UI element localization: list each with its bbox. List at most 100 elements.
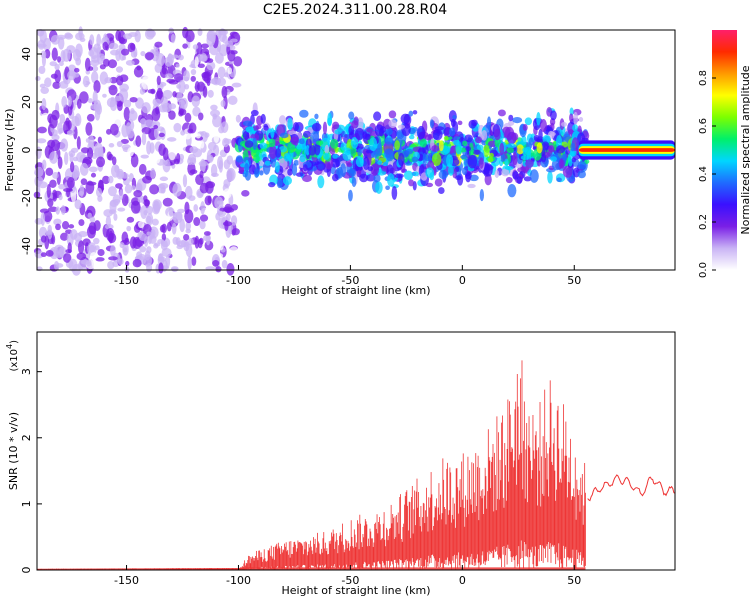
spectrogram-cell <box>44 235 50 250</box>
spectrogram-cell <box>263 125 269 131</box>
spectrogram-cell <box>38 65 46 75</box>
spectrogram-cell <box>507 184 517 198</box>
spectrogram-cell <box>468 119 477 129</box>
snr-y-tick-label: 3 <box>20 368 33 375</box>
spectrogram-cell <box>394 173 404 179</box>
spectrogram-cell <box>100 55 106 62</box>
spectrogram-cell <box>161 102 172 113</box>
spectrogram-cell <box>57 122 63 135</box>
spectrogram-cell <box>199 220 206 230</box>
spectrogram-cell <box>370 163 379 176</box>
spectrogram-cell <box>34 166 44 178</box>
spectrogram-cell <box>455 140 462 155</box>
spectrogram-cell <box>221 259 228 269</box>
spectrogram-cells <box>33 26 675 276</box>
spectrogram-cell <box>102 175 110 185</box>
spectrogram-cell <box>570 150 575 157</box>
spectrogram-cell <box>229 246 239 257</box>
spectrogram-cell <box>62 253 72 263</box>
spectrogram-cell <box>269 145 277 160</box>
spectrogram-cell <box>403 170 414 181</box>
spectrogram-cell <box>462 140 468 147</box>
spectrogram-cell <box>450 118 456 128</box>
spectrogram-cell <box>293 121 299 132</box>
spectrogram-cell <box>68 150 76 158</box>
spectrogram-cell <box>137 196 143 203</box>
spectrogram-cell <box>130 50 138 58</box>
spectrogram-cell <box>106 97 117 108</box>
spectrogram-cell <box>217 210 224 216</box>
spectrogram-cell <box>144 52 154 61</box>
snr-panel: -150 -100 -50 0 50 0 1 2 3 Height of straight l… <box>5 331 676 597</box>
spectrogram-cell <box>555 145 566 154</box>
spectrogram-cell <box>550 156 557 162</box>
spectrogram-cell <box>201 71 210 79</box>
spectrogram-cell <box>151 108 161 122</box>
spectrogram-cell <box>224 40 234 47</box>
spectrogram-cell <box>182 174 188 188</box>
spectrogram-cell <box>174 251 180 261</box>
spectrogram-cell <box>34 217 44 225</box>
spectrogram-cell <box>159 176 169 182</box>
spectrogram-cell <box>133 66 144 78</box>
spectrogram-cell <box>140 50 146 57</box>
spectrogram-x-tick-label: 50 <box>567 274 581 287</box>
spectrogram-cell <box>172 236 179 245</box>
spectrogram-cell <box>540 119 547 133</box>
spectrogram-cell <box>412 110 418 115</box>
spectrogram-cell <box>67 120 72 130</box>
spectrogram-cell <box>61 95 68 108</box>
spectrogram-cell <box>516 144 524 155</box>
spectrogram-cell <box>161 233 167 241</box>
spectrogram-cell <box>43 37 51 51</box>
spectrogram-cell <box>483 144 490 158</box>
spectrogram-cell <box>365 149 374 154</box>
spectrogram-cell <box>127 147 135 157</box>
spectrogram-cell <box>93 220 101 231</box>
spectrogram-cell <box>211 77 222 86</box>
snr-x-tick-label: 0 <box>459 574 466 587</box>
spectrogram-cell <box>317 175 325 189</box>
spectrogram-cell <box>198 112 204 121</box>
spectrogram-cell <box>183 241 190 252</box>
spectrogram-cell <box>227 95 238 106</box>
spectrogram-cell <box>270 158 277 168</box>
spectrogram-cell <box>158 253 163 262</box>
spectrogram-cell <box>176 244 183 250</box>
spectrogram-cell <box>103 209 113 217</box>
spectrogram-cell <box>520 155 530 161</box>
spectrogram-cell <box>63 187 73 193</box>
spectrogram-cell <box>45 249 54 257</box>
spectrogram-cell <box>254 168 260 178</box>
spectrogram-cell <box>36 138 47 144</box>
spectrogram-cell <box>68 224 75 229</box>
spectrogram-cell <box>64 32 72 39</box>
spectrogram-cell <box>207 195 212 204</box>
spectrogram-cell <box>171 54 179 59</box>
spectrogram-cell <box>536 142 543 154</box>
spectrogram-cell <box>573 111 579 125</box>
spectrogram-cell <box>176 152 181 163</box>
spectrogram-cell <box>94 142 104 157</box>
spectrogram-cell <box>107 59 118 69</box>
spectrogram-cell <box>59 113 66 124</box>
spectrogram-cell <box>189 146 199 154</box>
spectrogram-cell <box>90 252 98 261</box>
spectrogram-cell <box>165 254 171 268</box>
spectrogram-cell <box>529 169 539 183</box>
spectrogram-cell <box>411 156 419 163</box>
spectrogram-cell <box>51 134 60 141</box>
spectrogram-cell <box>156 87 163 100</box>
spectrogram-cell <box>115 30 122 41</box>
spectrogram-cell <box>199 140 205 149</box>
spectrogram-cell <box>55 206 60 215</box>
spectrogram-cell <box>182 43 188 49</box>
spectrogram-cell <box>295 172 304 177</box>
spectrogram-cell <box>139 245 147 253</box>
spectrogram-cell <box>506 147 514 154</box>
spectrogram-cell <box>162 147 169 161</box>
spectrogram-cell <box>500 153 506 163</box>
spectrogram-cell <box>140 154 149 159</box>
spectrogram-cell <box>183 234 190 241</box>
snr-y-ticks: 0 1 2 3 <box>20 368 42 574</box>
